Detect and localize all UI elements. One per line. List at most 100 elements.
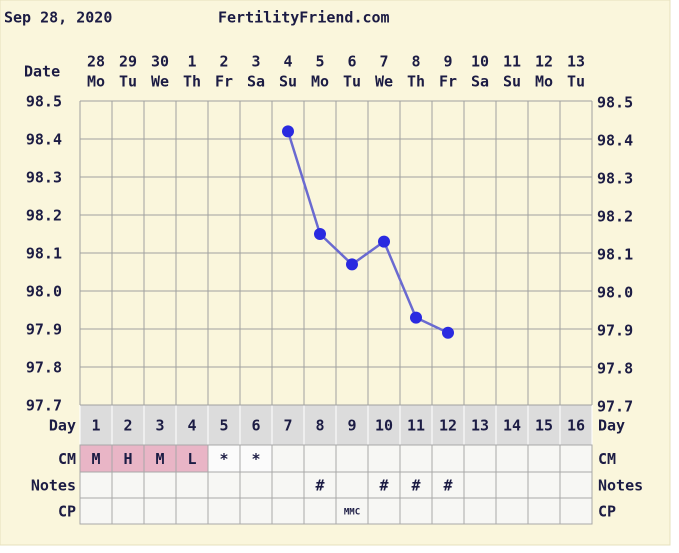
y-tick-label: 98.2 <box>26 207 62 225</box>
y-tick-label: 98.0 <box>26 283 62 301</box>
notes-entry: # <box>315 477 324 495</box>
cell <box>335 444 369 473</box>
weekday-label: Fr <box>439 73 457 91</box>
cell <box>207 471 241 499</box>
cell <box>271 444 305 473</box>
cell <box>367 497 401 525</box>
cp-entry: MMC <box>344 508 360 518</box>
y-tick-label: 97.9 <box>26 321 62 339</box>
notes-entry: # <box>443 477 452 495</box>
cell <box>335 404 369 446</box>
weekday-label: Th <box>183 73 201 91</box>
cell <box>175 471 209 499</box>
y2-tick-label: 98.4 <box>597 132 633 150</box>
x-tick-label: 10 <box>471 53 489 71</box>
cell <box>239 471 273 499</box>
cycle-day: 6 <box>251 417 260 435</box>
notes-entry: # <box>411 477 420 495</box>
temperature-point <box>282 125 294 138</box>
x-tick-label: 30 <box>151 53 169 71</box>
cell <box>399 497 433 525</box>
cell <box>111 471 145 499</box>
y2-tick-label: 98.3 <box>597 170 633 188</box>
x-tick-label: 11 <box>503 53 521 71</box>
row-label: Day <box>598 417 625 435</box>
row-label: Day <box>49 417 76 435</box>
weekday-label: Su <box>503 73 521 91</box>
y-tick-label: 98.5 <box>26 93 62 111</box>
y-tick-label: 97.7 <box>26 397 62 415</box>
x-tick-label: 9 <box>443 53 452 71</box>
chart-date: Sep 28, 2020 <box>4 9 112 27</box>
cycle-day: 10 <box>375 417 393 435</box>
cell <box>207 444 241 473</box>
cm-entry: M <box>91 450 100 468</box>
temperature-point <box>410 311 422 324</box>
x-tick-label: 12 <box>535 53 553 71</box>
cycle-day: 8 <box>315 417 324 435</box>
row-label: Notes <box>31 477 76 495</box>
cell <box>239 497 273 525</box>
cycle-day: 4 <box>187 417 196 435</box>
x-tick-label: 8 <box>411 53 420 71</box>
x-tick-label: 5 <box>315 53 324 71</box>
cycle-day: 7 <box>283 417 292 435</box>
cell <box>559 497 593 525</box>
cycle-day: 3 <box>155 417 164 435</box>
cell <box>271 471 305 499</box>
cell <box>527 497 561 525</box>
cell <box>143 497 177 525</box>
cell <box>303 497 337 525</box>
cycle-day: 11 <box>407 417 425 435</box>
cell <box>367 444 401 473</box>
weekday-label: We <box>375 73 393 91</box>
cell <box>175 444 209 473</box>
weekday-label: We <box>151 73 169 91</box>
cell <box>527 444 561 473</box>
temperature-point <box>442 326 454 339</box>
cm-entry: * <box>219 450 228 468</box>
y-tick-label: 98.3 <box>26 169 62 187</box>
row-label: Notes <box>598 477 643 495</box>
weekday-label: Mo <box>87 73 105 91</box>
cell <box>431 471 465 499</box>
cell <box>111 404 145 446</box>
cell <box>271 497 305 525</box>
cell <box>143 471 177 499</box>
x-tick-label: 1 <box>187 53 196 71</box>
x-tick-label: 29 <box>119 53 137 71</box>
y-tick-label: 98.1 <box>26 245 62 263</box>
cell <box>559 444 593 473</box>
weekday-label: Su <box>279 73 297 91</box>
row-label: CM <box>598 450 616 468</box>
cycle-day: 13 <box>471 417 489 435</box>
weekday-label: Th <box>407 73 425 91</box>
weekday-label: Fr <box>215 73 233 91</box>
cell <box>399 444 433 473</box>
x-tick-label: 13 <box>567 53 585 71</box>
temperature-point <box>378 235 390 248</box>
y2-tick-label: 97.7 <box>597 398 633 416</box>
cell <box>495 471 529 499</box>
y2-tick-label: 97.9 <box>597 322 633 340</box>
row-label: CP <box>58 503 76 521</box>
temperature-point <box>314 228 326 240</box>
temperature-point <box>346 258 358 271</box>
cm-entry: L <box>187 450 196 468</box>
cycle-day: 16 <box>567 417 585 435</box>
weekday-label: Tu <box>119 73 137 91</box>
cell <box>463 444 497 473</box>
x-tick-label: 3 <box>251 53 260 71</box>
cell <box>431 444 465 473</box>
cm-entry: H <box>123 450 132 468</box>
cm-entry: * <box>251 450 260 468</box>
cell <box>335 471 369 499</box>
cell <box>111 444 145 473</box>
row-label: CP <box>598 503 616 521</box>
cell <box>111 497 145 525</box>
cell <box>431 497 465 525</box>
row-label: CM <box>58 450 76 468</box>
cell <box>463 471 497 499</box>
y2-tick-label: 98.2 <box>597 208 633 226</box>
